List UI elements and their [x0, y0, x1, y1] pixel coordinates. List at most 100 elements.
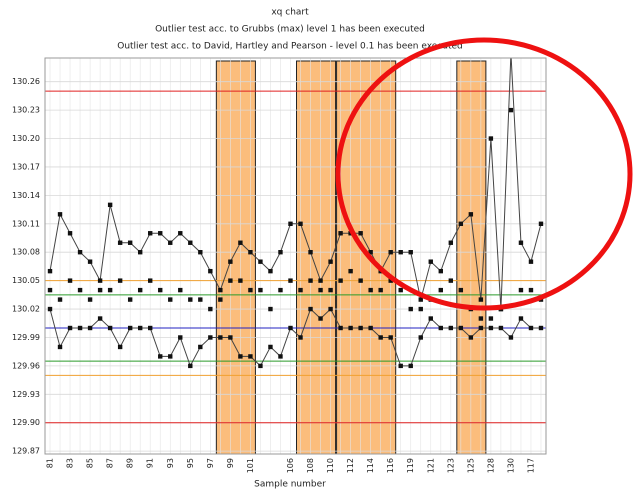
data-point — [258, 287, 263, 293]
y-tick-label: 130.26 — [12, 77, 40, 86]
data-point — [137, 250, 143, 255]
data-point — [528, 259, 534, 264]
data-point — [57, 212, 63, 217]
data-point — [538, 325, 544, 331]
data-point — [107, 287, 113, 293]
y-tick-label: 130.05 — [12, 276, 40, 285]
x-tick-label: 83 — [66, 458, 75, 468]
data-point — [208, 268, 213, 274]
x-tick-label: 110 — [326, 458, 335, 473]
data-point — [258, 363, 263, 369]
data-point — [218, 287, 223, 293]
data-point — [468, 212, 474, 217]
data-point — [328, 259, 333, 264]
x-tick-label: 85 — [86, 458, 95, 468]
data-point — [137, 287, 143, 293]
data-point — [208, 306, 213, 312]
data-point — [318, 278, 323, 283]
x-tick-label: 89 — [126, 458, 135, 468]
data-point — [518, 240, 524, 245]
data-point — [127, 240, 133, 245]
data-point — [538, 221, 544, 226]
data-point — [278, 354, 283, 359]
x-tick-label: 130 — [506, 458, 515, 473]
data-point — [148, 325, 153, 331]
data-point — [77, 250, 83, 255]
data-point — [368, 287, 373, 293]
data-point — [178, 335, 183, 340]
data-point — [328, 287, 333, 293]
data-point — [428, 316, 433, 321]
data-point — [268, 306, 273, 312]
data-point — [438, 287, 443, 293]
data-point — [428, 259, 433, 264]
data-point — [158, 231, 163, 236]
x-tick-label: 112 — [346, 458, 355, 473]
data-point — [218, 297, 223, 302]
x-axis-label: Sample number — [254, 480, 326, 490]
chart-subtitle: Outlier test acc. to Grubbs (max) level … — [155, 25, 425, 35]
data-point — [408, 306, 413, 312]
data-point — [488, 316, 494, 321]
annotation-circle — [335, 37, 633, 311]
data-point — [448, 325, 454, 331]
highlight-band — [336, 60, 397, 454]
y-tick-label: 129.99 — [12, 333, 40, 342]
data-point — [288, 278, 293, 283]
data-point — [508, 107, 514, 113]
data-point — [188, 363, 193, 369]
data-point — [97, 278, 103, 283]
data-point — [308, 250, 313, 255]
data-point — [228, 335, 233, 340]
y-tick-label: 130.11 — [12, 219, 40, 228]
data-point — [438, 325, 443, 331]
data-point — [498, 325, 504, 331]
data-point — [107, 325, 113, 331]
data-point — [97, 316, 103, 321]
data-point — [57, 344, 63, 350]
x-tick-label: 114 — [366, 458, 375, 473]
data-point — [338, 325, 343, 331]
data-point — [168, 240, 173, 245]
data-point — [318, 287, 323, 293]
data-point — [77, 287, 83, 293]
highlight-band — [456, 60, 487, 454]
data-point — [248, 250, 253, 255]
plot-border — [44, 57, 547, 455]
y-tick-label: 130.08 — [12, 248, 40, 257]
x-tick-label: 87 — [106, 458, 115, 468]
x-tick-label: 125 — [466, 458, 475, 473]
data-point — [178, 231, 183, 236]
data-point — [67, 231, 73, 236]
data-point — [198, 344, 203, 350]
data-point — [418, 297, 423, 302]
data-point — [107, 202, 113, 208]
x-tick-label: 97 — [206, 458, 215, 468]
data-point — [117, 278, 123, 283]
data-point — [518, 316, 524, 321]
data-point — [248, 287, 253, 293]
data-point — [378, 335, 383, 340]
x-tick-label: 93 — [166, 458, 175, 468]
data-point — [87, 259, 93, 264]
data-point — [448, 278, 454, 283]
data-point — [348, 268, 353, 274]
data-point — [348, 325, 353, 331]
data-point — [228, 278, 233, 283]
data-point — [57, 297, 63, 302]
data-point — [188, 297, 193, 302]
data-point — [368, 325, 373, 331]
y-tick-label: 130.20 — [12, 134, 40, 143]
data-point — [508, 335, 514, 340]
data-point — [248, 354, 253, 359]
data-point — [298, 287, 303, 293]
data-point — [308, 306, 313, 312]
data-point — [528, 325, 534, 331]
x-tick-label: 128 — [486, 458, 495, 473]
data-point — [158, 354, 163, 359]
data-point — [488, 136, 494, 141]
y-tick-label: 129.87 — [12, 447, 40, 456]
data-point — [358, 325, 363, 331]
data-point — [528, 287, 534, 293]
x-tick-label: 119 — [406, 458, 415, 473]
